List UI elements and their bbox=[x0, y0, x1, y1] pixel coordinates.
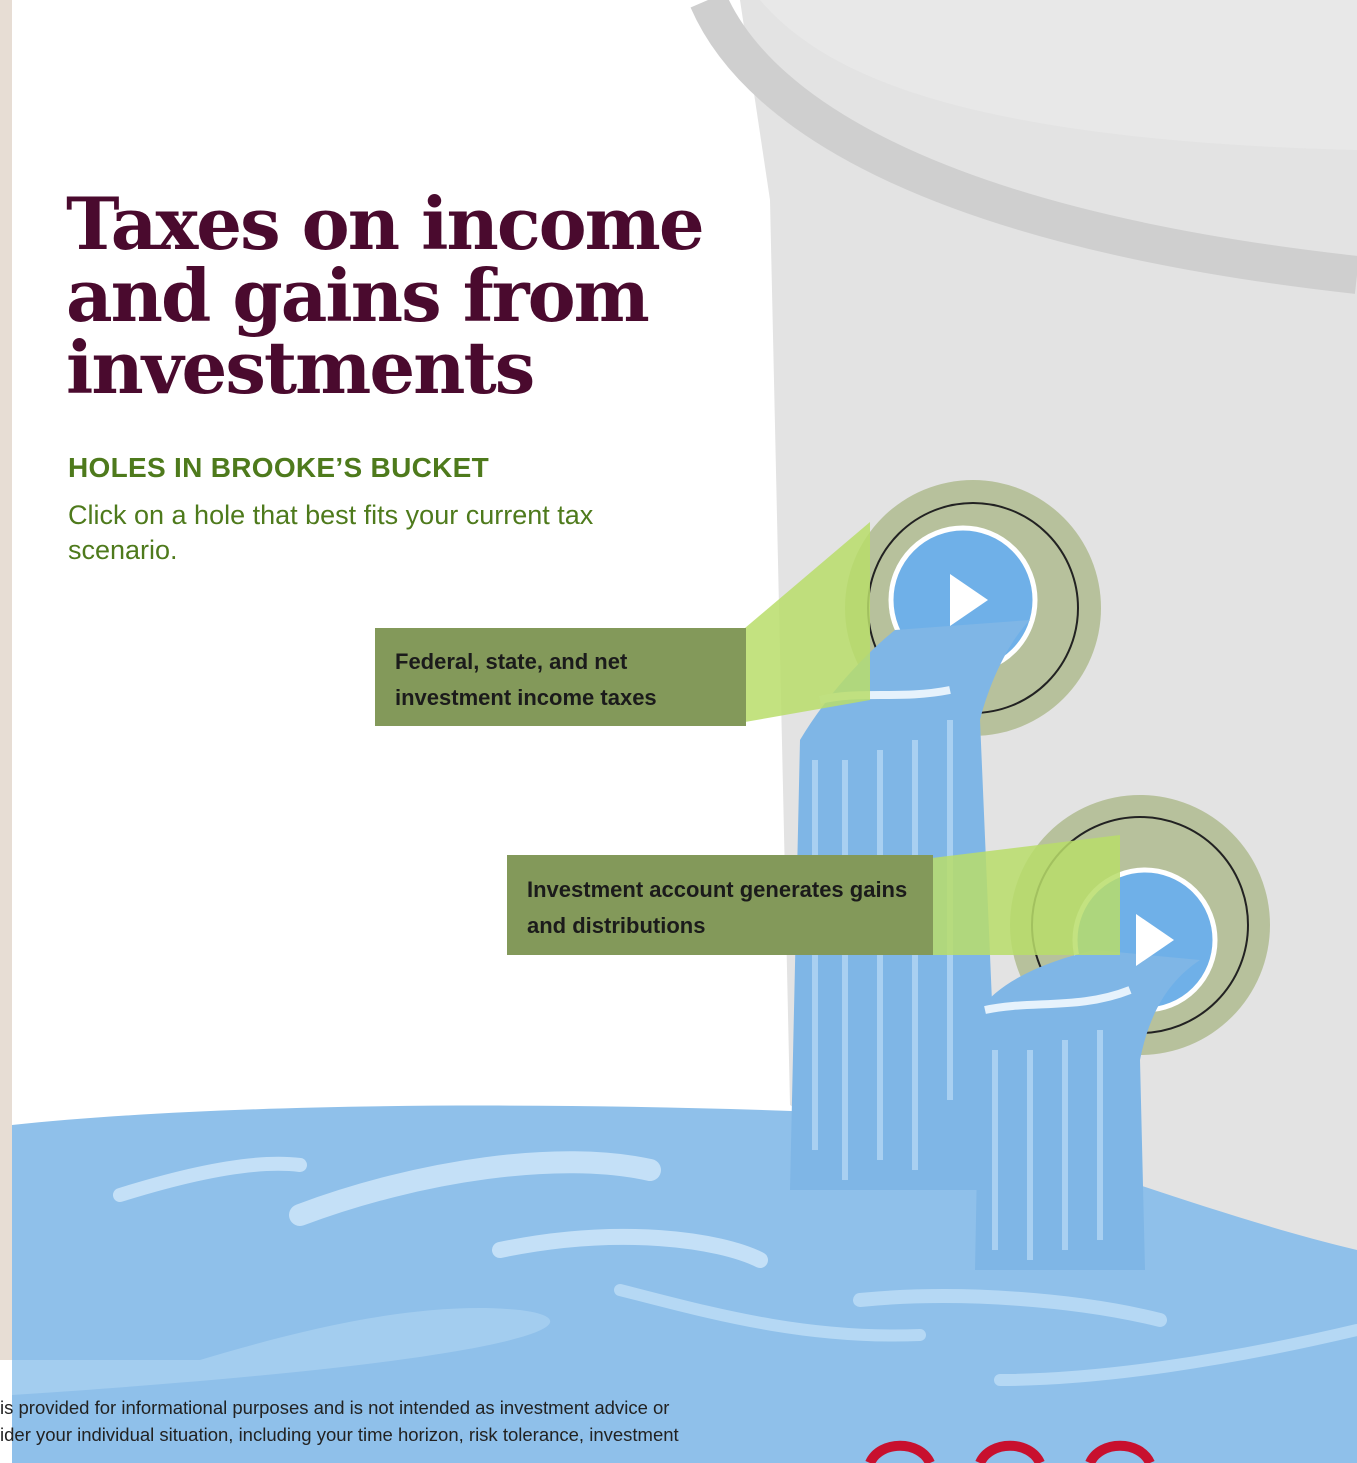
disclaimer-text: is provided for informational purposes a… bbox=[0, 1394, 800, 1448]
callout-2-arrow bbox=[932, 835, 1120, 955]
callout-investment-gains[interactable]: Investment account generates gains and d… bbox=[507, 855, 933, 955]
section-subtitle: HOLES IN BROOKE’S BUCKET bbox=[68, 452, 490, 483]
callout-label: Investment account generates gains and d… bbox=[527, 877, 908, 938]
callout-label: Federal, state, and net investment incom… bbox=[395, 649, 657, 710]
left-sidebar-strip bbox=[0, 0, 12, 1360]
disclaimer-line: is provided for informational purposes a… bbox=[0, 1397, 670, 1418]
callout-1-arrow bbox=[745, 522, 870, 722]
bucket-rim bbox=[690, 0, 1357, 294]
logo-fragment bbox=[865, 1440, 1155, 1463]
play-icon bbox=[1136, 914, 1174, 966]
disclaimer-line: ider your individual situation, includin… bbox=[0, 1424, 679, 1445]
instruction-text: Click on a hole that best fits your curr… bbox=[68, 500, 594, 565]
page-title: Taxes on income and gains from investmen… bbox=[66, 181, 705, 410]
callout-federal-state-taxes[interactable]: Federal, state, and net investment incom… bbox=[375, 628, 746, 726]
play-icon bbox=[950, 574, 988, 626]
